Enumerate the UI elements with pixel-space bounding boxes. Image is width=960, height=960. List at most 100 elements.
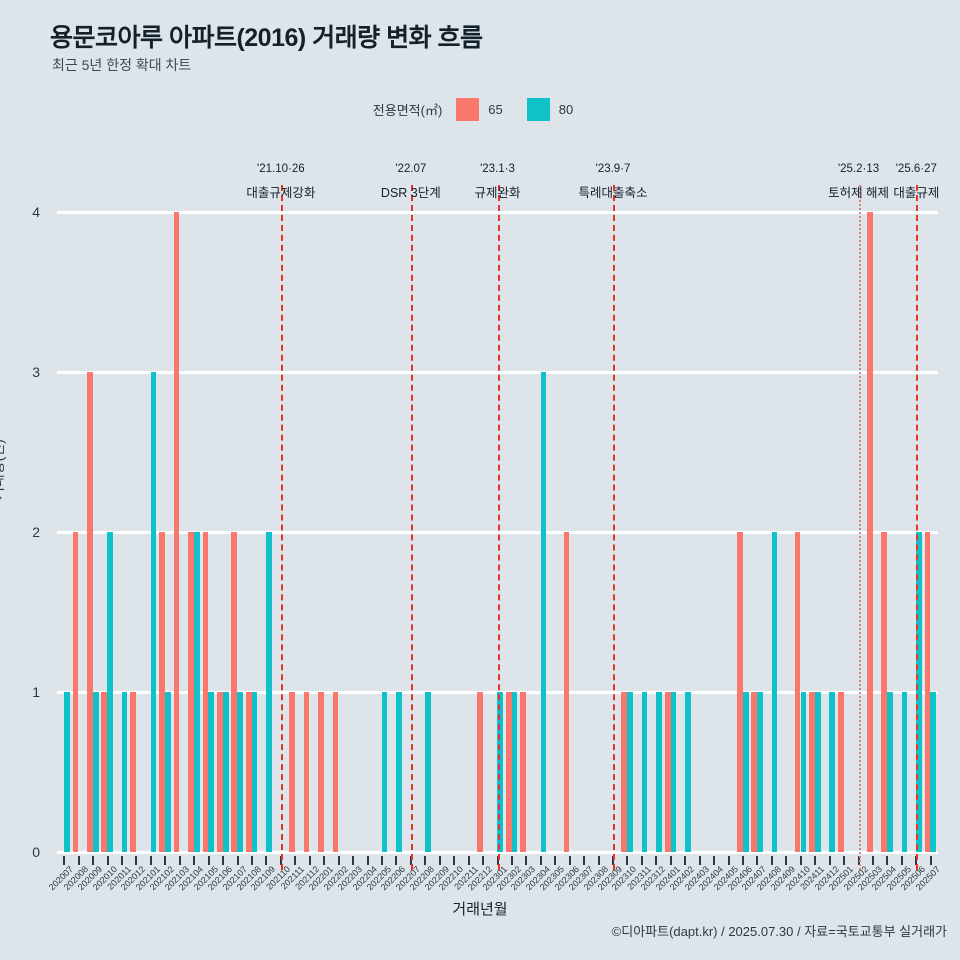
bar-80-202402[interactable] [684, 692, 691, 852]
bar-65-202503[interactable] [866, 212, 873, 852]
bar-65-202501[interactable] [838, 692, 844, 852]
y-tick-label: 2 [32, 524, 40, 540]
bar-80-202109[interactable] [266, 532, 272, 852]
bar-65-202212[interactable] [476, 692, 483, 852]
event-line-202309 [613, 185, 616, 870]
y-tick-label: 1 [32, 684, 40, 700]
x-axis-title: 거래년월 [452, 901, 508, 918]
legend-title: 전용면적(㎡) [372, 103, 443, 118]
bar-65-202201[interactable] [318, 692, 324, 852]
bar-80-202107[interactable] [237, 692, 243, 852]
x-tick [236, 856, 239, 865]
bar-80-202011[interactable] [121, 692, 128, 852]
bar-65-202010[interactable] [101, 692, 108, 852]
bar-80-202401[interactable] [670, 692, 677, 852]
bar-80-202506[interactable] [916, 532, 922, 852]
event-line-202301 [497, 185, 500, 870]
y-axis-title: 거래량(건) [0, 439, 6, 500]
bar-80-202104[interactable] [193, 532, 200, 852]
bar-65-202012[interactable] [130, 692, 137, 852]
x-tick [438, 856, 441, 865]
bar-65-202111[interactable] [289, 692, 295, 852]
bar-80-202408[interactable] [771, 532, 778, 852]
bar-65-202401[interactable] [664, 692, 671, 852]
bar-80-202009[interactable] [92, 692, 99, 852]
x-tick [785, 856, 788, 865]
bar-80-202208[interactable] [424, 692, 431, 852]
bar-80-202505[interactable] [901, 692, 908, 852]
x-tick [193, 856, 196, 865]
x-tick [525, 856, 528, 865]
x-tick [799, 856, 802, 865]
bar-80-202411[interactable] [814, 692, 821, 852]
bar-65-202306[interactable] [563, 532, 570, 852]
bar-65-202108[interactable] [245, 692, 252, 852]
x-tick [828, 856, 831, 865]
x-tick [814, 856, 817, 865]
x-tick [843, 856, 846, 865]
bar-80-202007[interactable] [63, 692, 70, 852]
event-line-202502 [858, 185, 861, 870]
y-tick-label: 3 [32, 364, 40, 380]
bar-80-202310[interactable] [627, 692, 633, 852]
bar-80-202407[interactable] [757, 692, 763, 852]
bar-80-202010[interactable] [107, 532, 114, 852]
legend-item-65[interactable]: 65 [456, 98, 503, 121]
chart-subtitle: 최근 5년 한정 확대 차트 [52, 57, 192, 73]
x-tick [929, 856, 932, 865]
x-tick [294, 856, 297, 865]
y-tick-label: 4 [32, 204, 40, 220]
legend-item-80[interactable]: 80 [526, 98, 573, 121]
bar-65-202106[interactable] [217, 692, 223, 852]
bar-80-202504[interactable] [887, 692, 893, 852]
bar-65-202302[interactable] [505, 692, 512, 852]
x-tick [135, 856, 138, 865]
x-tick [583, 856, 586, 865]
bar-65-202102[interactable] [159, 532, 166, 852]
x-tick [250, 856, 253, 865]
x-tick [323, 856, 326, 865]
event-date-202301: '23.1·3 [480, 163, 515, 175]
page-title: 용문코아루 아파트(2016) 거래량 변화 흐름 [50, 24, 483, 52]
bar-65-202507[interactable] [924, 532, 931, 852]
bar-80-202410[interactable] [800, 692, 807, 852]
bar-80-202206[interactable] [396, 692, 402, 852]
bar-65-202406[interactable] [736, 532, 743, 852]
event-line-202506 [916, 185, 919, 870]
bar-65-202112[interactable] [303, 692, 310, 852]
bar-65-202104[interactable] [188, 532, 194, 852]
bar-65-202008[interactable] [72, 532, 79, 852]
bar-65-202107[interactable] [231, 532, 238, 852]
bar-65-202407[interactable] [751, 692, 758, 852]
x-tick [655, 856, 658, 865]
bar-80-202105[interactable] [208, 692, 215, 852]
bar-65-202202[interactable] [332, 692, 339, 852]
event-date-202506: '25.6·27 [895, 163, 937, 175]
bar-65-202009[interactable] [87, 372, 93, 852]
bar-65-202303[interactable] [520, 692, 527, 852]
bar-65-202310[interactable] [621, 692, 628, 852]
x-tick [424, 856, 427, 865]
bar-65-202504[interactable] [881, 532, 888, 852]
bar-80-202507[interactable] [930, 692, 937, 852]
x-tick [106, 856, 109, 865]
bar-80-202302[interactable] [511, 692, 518, 852]
bar-65-202105[interactable] [202, 532, 209, 852]
bar-80-202304[interactable] [540, 372, 547, 852]
bar-80-202406[interactable] [742, 692, 749, 852]
bar-80-202106[interactable] [222, 692, 229, 852]
bar-80-202102[interactable] [165, 692, 171, 852]
bar-80-202311[interactable] [641, 692, 648, 852]
bar-80-202301[interactable] [497, 692, 503, 852]
x-tick [366, 856, 369, 865]
bar-65-202411[interactable] [809, 692, 815, 852]
bar-65-202103[interactable] [173, 212, 180, 852]
bar-80-202205[interactable] [381, 692, 388, 852]
bar-80-202312[interactable] [656, 692, 662, 852]
bar-80-202101[interactable] [150, 372, 157, 852]
bar-80-202108[interactable] [251, 692, 258, 852]
x-tick [63, 856, 66, 865]
bar-65-202410[interactable] [794, 532, 801, 852]
bar-80-202412[interactable] [829, 692, 836, 852]
